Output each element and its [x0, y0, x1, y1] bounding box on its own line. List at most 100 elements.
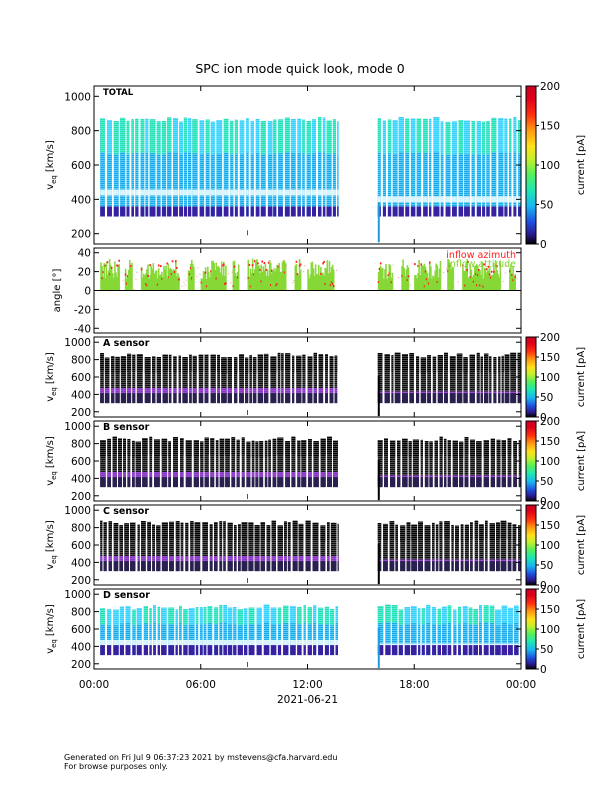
- sp-core: [256, 639, 262, 646]
- sd-base: [460, 561, 464, 572]
- azimuth-point: [388, 272, 391, 275]
- attitude-point: [267, 276, 270, 291]
- sp-burst-stripes: [278, 119, 283, 217]
- sd-burst-stripes: [302, 354, 306, 404]
- sp-core: [283, 639, 289, 646]
- sp-burst-stripes: [508, 607, 513, 656]
- sp-burst-stripes: [145, 118, 149, 217]
- attitude-point: [160, 274, 162, 291]
- sd-base: [266, 561, 271, 572]
- sd-burst-stripes: [103, 522, 107, 572]
- attitude-point: [470, 269, 473, 291]
- sp-core: [179, 189, 183, 196]
- sd-burst-stripes: [210, 438, 215, 488]
- sd-burst-stripes: [377, 353, 383, 403]
- sd-core: [123, 471, 126, 478]
- sp-base: [113, 206, 119, 217]
- sp-core: [199, 639, 203, 646]
- sd-burst-stripes: [424, 441, 429, 488]
- sp-base: [297, 206, 301, 217]
- sp-burst-stripes: [179, 605, 182, 656]
- azimuth-point: [487, 265, 490, 268]
- sd-burst-stripes: [217, 354, 220, 404]
- ytick-label: 400: [71, 473, 91, 485]
- attitude-point: [327, 273, 330, 291]
- gap-edge-spike: [377, 376, 380, 417]
- panel-label-c: C sensor: [103, 506, 149, 517]
- sp-base: [440, 206, 444, 217]
- sp-base: [100, 645, 105, 656]
- sp-base: [445, 206, 451, 217]
- azimuth-point: [171, 260, 174, 263]
- footer: Generated on Fri Jul 9 06:37:23 2021 by …: [64, 753, 337, 771]
- attitude-point: [489, 277, 492, 291]
- sd-base: [180, 477, 184, 488]
- sd-core: [194, 555, 201, 562]
- sd-base: [408, 477, 412, 488]
- attitude-point: [176, 276, 178, 291]
- colorbar-tick-label: 100: [540, 372, 560, 384]
- sd-base: [236, 477, 240, 488]
- azimuth-point: [275, 284, 277, 287]
- xtick-label: 18:00: [399, 679, 429, 691]
- sd-base: [517, 393, 521, 404]
- azimuth-point: [205, 285, 208, 288]
- inflow-point: [453, 286, 455, 288]
- sp-core: [250, 189, 254, 196]
- attitude-point: [217, 266, 220, 291]
- sp-core: [452, 196, 457, 203]
- azimuth-point: [427, 282, 430, 285]
- attitude-point: [131, 263, 133, 291]
- attitude-point: [202, 271, 205, 291]
- attitude-point: [295, 263, 298, 291]
- panel-label-a: A sensor: [103, 338, 150, 349]
- sp-base: [306, 206, 311, 217]
- sd-burst-stripes: [390, 440, 396, 488]
- sd-burst-stripes: [180, 438, 184, 488]
- sd-base: [320, 561, 326, 572]
- sd-base: [190, 561, 194, 572]
- sp-core: [498, 196, 504, 203]
- sd-burst-stripes: [245, 357, 249, 404]
- attitude-point: [205, 279, 208, 291]
- sp-base: [149, 206, 156, 217]
- sp-burst-stripes: [246, 118, 249, 217]
- sp-base: [411, 645, 417, 656]
- sd-core: [112, 471, 117, 478]
- sp-base: [491, 206, 497, 217]
- attitude-point: [208, 271, 210, 291]
- azimuth-point: [267, 261, 270, 264]
- ytick-label: -20: [74, 304, 91, 316]
- azimuth-point: [176, 266, 178, 269]
- azimuth-point: [420, 263, 423, 266]
- sd-core: [173, 387, 177, 394]
- sd-burst-stripes: [234, 357, 238, 404]
- sd-base: [162, 393, 168, 404]
- colorbar-tick-label: 200: [540, 332, 560, 344]
- sd-core: [272, 471, 277, 478]
- sd-core: [132, 387, 136, 394]
- sp-burst-stripes: [387, 119, 392, 217]
- sd-burst-stripes: [507, 522, 512, 572]
- sp-burst-stripes: [248, 607, 255, 656]
- sp-core: [145, 189, 149, 196]
- sp-base: [382, 206, 386, 217]
- sd-burst-stripes: [161, 522, 168, 572]
- azimuth-point: [160, 265, 162, 268]
- sp-core: [188, 639, 195, 646]
- sp-core: [143, 639, 148, 646]
- sd-burst-stripes: [147, 521, 151, 571]
- inflow-point: [456, 263, 458, 265]
- sd-burst-stripes: [429, 441, 433, 488]
- sd-base: [249, 393, 252, 404]
- sd-core: [305, 555, 311, 562]
- attitude-point: [322, 273, 324, 291]
- sp-burst-stripes: [167, 117, 172, 217]
- sd-core: [127, 471, 131, 478]
- sd-base: [384, 393, 390, 404]
- sd-burst-stripes: [284, 521, 287, 572]
- sp-core: [230, 189, 234, 196]
- sp-burst-stripes: [143, 606, 148, 656]
- ytick-label: 600: [71, 456, 91, 468]
- sd-burst-stripes: [402, 438, 408, 488]
